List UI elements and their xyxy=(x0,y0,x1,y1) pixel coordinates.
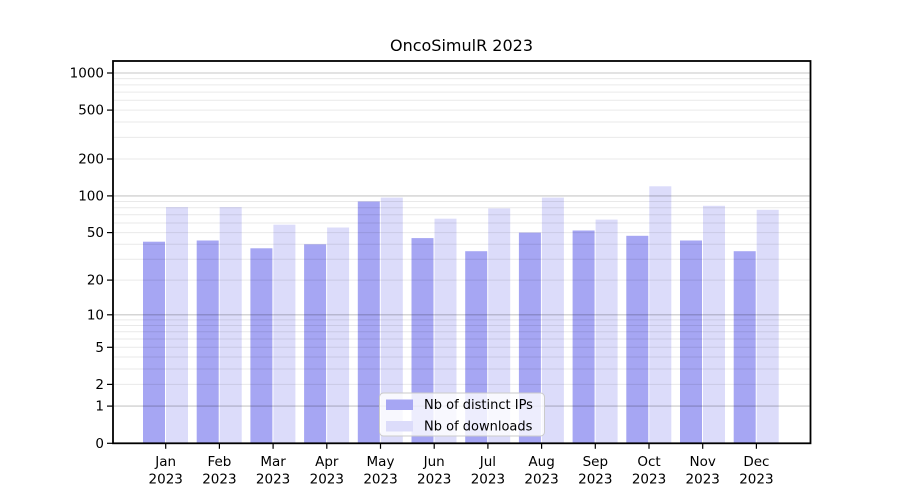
y-tick-label: 200 xyxy=(78,152,104,168)
bar-downloads-may xyxy=(380,197,403,444)
x-tick-label-month: Oct xyxy=(637,454,660,470)
y-tick-label: 100 xyxy=(78,189,104,205)
x-tick-label-month: Jan xyxy=(154,454,176,470)
x-tick-label-month: Jun xyxy=(423,454,445,470)
bar-distinct-ips-jun xyxy=(411,238,434,444)
y-tick-label: 1 xyxy=(95,399,104,415)
bar-distinct-ips-dec xyxy=(733,251,756,444)
legend-swatch-downloads xyxy=(386,421,413,432)
bar-downloads-jan xyxy=(166,207,188,444)
x-tick-label-year: 2023 xyxy=(524,472,558,488)
bar-downloads-nov xyxy=(703,205,725,444)
y-tick-label: 5 xyxy=(95,340,104,356)
bar-downloads-feb xyxy=(219,207,242,444)
x-tick-label-month: Aug xyxy=(528,454,554,470)
x-tick-label-year: 2023 xyxy=(686,472,720,488)
bar-downloads-apr xyxy=(327,227,350,444)
bar-distinct-ips-jan xyxy=(143,241,165,444)
x-tick-label-month: Apr xyxy=(315,454,339,470)
x-tick-label-month: Feb xyxy=(207,454,231,470)
bar-downloads-oct xyxy=(649,186,672,444)
y-tick-label: 2 xyxy=(95,377,104,393)
bar-distinct-ips-sep xyxy=(572,230,595,444)
x-tick-label-month: Jul xyxy=(479,454,496,470)
legend: Nb of distinct IPs Nb of downloads xyxy=(379,392,545,437)
y-tick-label: 500 xyxy=(78,103,104,119)
x-tick-label-year: 2023 xyxy=(310,472,344,488)
x-tick-label-month: Sep xyxy=(583,454,608,470)
plot-border xyxy=(112,60,812,445)
bar-distinct-ips-mar xyxy=(250,248,273,444)
legend-swatch-distinct-ips xyxy=(386,399,413,410)
bar-downloads-jul xyxy=(488,208,511,444)
chart-title: OncoSimulR 2023 xyxy=(390,36,533,55)
bar-downloads-dec xyxy=(756,209,779,444)
bar-distinct-ips-oct xyxy=(626,235,649,444)
x-tick-label-month: Mar xyxy=(260,454,286,470)
x-tick-label-year: 2023 xyxy=(578,472,612,488)
x-tick-label-year: 2023 xyxy=(256,472,290,488)
y-tick-label: 10 xyxy=(87,307,104,323)
bar-downloads-mar xyxy=(273,224,296,444)
bar-distinct-ips-aug xyxy=(518,232,541,444)
x-tick-label-month: Dec xyxy=(743,454,769,470)
x-tick-label-year: 2023 xyxy=(471,472,505,488)
bar-downloads-aug xyxy=(541,197,564,444)
bar-distinct-ips-may xyxy=(357,201,380,444)
bar-distinct-ips-apr xyxy=(304,244,327,444)
x-tick-label-year: 2023 xyxy=(417,472,451,488)
y-tick-label: 1000 xyxy=(70,66,104,82)
y-tick-label: 20 xyxy=(87,273,104,289)
bar-downloads-jun xyxy=(434,218,457,444)
x-tick-label-year: 2023 xyxy=(739,472,773,488)
y-tick-label: 50 xyxy=(87,225,104,241)
legend-label-distinct-ips: Nb of distinct IPs xyxy=(424,398,533,413)
bar-downloads-sep xyxy=(595,219,618,444)
bar-distinct-ips-nov xyxy=(680,240,702,444)
x-tick-label-year: 2023 xyxy=(149,472,183,488)
x-tick-label-month: Nov xyxy=(690,454,716,470)
x-tick-label-year: 2023 xyxy=(202,472,236,488)
x-tick-label-year: 2023 xyxy=(363,472,397,488)
legend-box xyxy=(379,392,545,437)
x-tick-label-month: May xyxy=(367,454,395,470)
bar-distinct-ips-feb xyxy=(196,240,219,444)
y-tick-label: 0 xyxy=(95,436,104,452)
legend-label-downloads: Nb of downloads xyxy=(424,420,533,435)
x-tick-label-year: 2023 xyxy=(632,472,666,488)
